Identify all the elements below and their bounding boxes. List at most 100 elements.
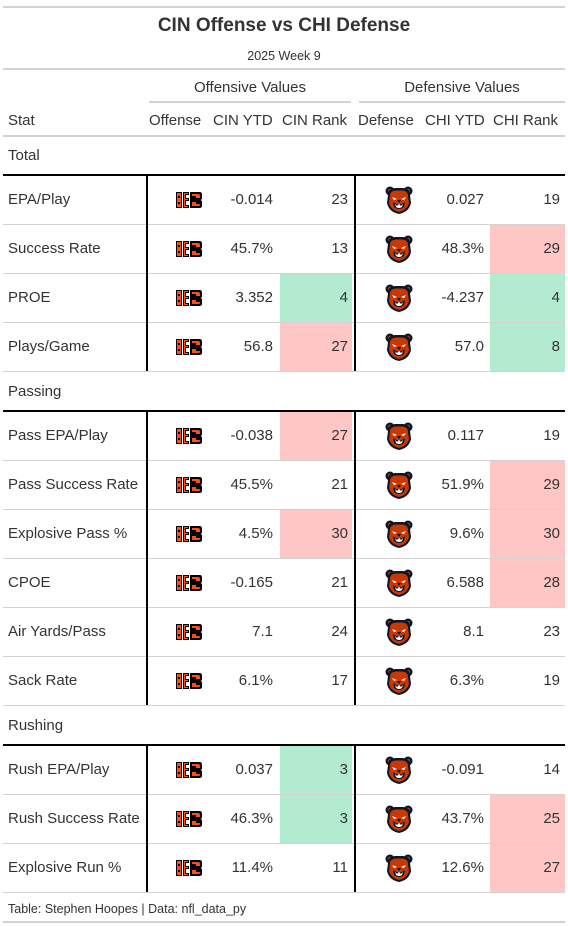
spanner-offensive-values: Offensive Values: [193, 79, 306, 96]
group-label-passing: Passing: [8, 383, 62, 400]
bears-logo-icon: [385, 422, 413, 450]
cin-ytd-value: -0.014: [230, 191, 273, 208]
offense-logo: [173, 844, 205, 892]
defense-logo: [383, 176, 415, 224]
group-rule: [3, 410, 565, 412]
defense-logo: [383, 461, 415, 509]
group-rule: [3, 744, 565, 746]
offense-logo: [173, 323, 205, 371]
bengals-logo-icon: [176, 526, 202, 542]
defense-logo: [383, 608, 415, 656]
cin-rank-value: 4: [280, 274, 352, 322]
chi-rank-value: 27: [490, 844, 565, 892]
row-divider: [3, 460, 565, 461]
defense-logo: [383, 795, 415, 843]
offense-logo: [173, 274, 205, 322]
group-label-total: Total: [8, 147, 40, 164]
colhead-rule: [3, 135, 565, 137]
offense-divider: [146, 412, 148, 705]
bengals-logo-icon: [176, 192, 202, 208]
spanner-defense-line: [359, 101, 565, 103]
defense-divider: [354, 746, 356, 892]
bengals-logo-icon: [176, 477, 202, 493]
row-divider: [3, 224, 565, 225]
stat-name: Rush EPA/Play: [8, 761, 110, 778]
table-title: CIN Offense vs CHI Defense: [157, 15, 411, 36]
bears-logo-icon: [385, 854, 413, 882]
row-divider: [3, 509, 565, 510]
table-row: Success Rate 45.7% 13 48.3% 29: [3, 225, 565, 274]
cin-rank-value: 3: [280, 746, 352, 794]
chi-ytd-value: 0.027: [446, 191, 484, 208]
row-divider: [3, 558, 565, 559]
chi-rank-value: 19: [543, 191, 560, 208]
cin-rank-value: 13: [331, 240, 348, 257]
chi-rank-value: 4: [490, 274, 565, 322]
defense-logo: [383, 559, 415, 607]
defense-logo: [383, 323, 415, 371]
offense-logo: [173, 176, 205, 224]
chi-rank-value: 25: [490, 795, 565, 843]
colhead-offense: Offense: [149, 112, 202, 129]
cin-rank-value: 27: [280, 323, 352, 371]
offense-logo: [173, 559, 205, 607]
table-row: Air Yards/Pass 7.1 24 8.1 23: [3, 608, 565, 657]
defense-divider: [354, 176, 356, 371]
defense-logo: [383, 746, 415, 794]
chi-rank-value: 29: [490, 225, 565, 273]
colhead-cin-ytd: CIN YTD: [213, 112, 273, 129]
row-divider: [3, 322, 565, 323]
stat-name: EPA/Play: [8, 191, 71, 208]
defense-logo: [383, 225, 415, 273]
table-row: Explosive Pass % 4.5% 30 9.6% 30: [3, 510, 565, 559]
bears-logo-icon: [385, 333, 413, 361]
row-divider: [3, 705, 565, 706]
stat-name: Explosive Run %: [8, 859, 122, 876]
chi-rank-value: 19: [543, 672, 560, 689]
chi-rank-value: 14: [543, 761, 560, 778]
table-row: Pass EPA/Play -0.038 27 0.117 19: [3, 412, 565, 461]
chi-ytd-value: 8.1: [463, 623, 484, 640]
stat-name: Pass EPA/Play: [8, 427, 108, 444]
chi-ytd-value: 6.3%: [449, 672, 484, 689]
defense-logo: [383, 510, 415, 558]
cin-rank-value: 21: [331, 476, 348, 493]
bears-logo-icon: [385, 235, 413, 263]
cin-ytd-value: 11.4%: [231, 859, 273, 876]
defense-logo: [383, 412, 415, 460]
stat-name: Rush Success Rate: [8, 810, 140, 827]
offense-divider: [146, 746, 148, 892]
row-divider: [3, 656, 565, 657]
offense-logo: [173, 608, 205, 656]
offense-logo: [173, 510, 205, 558]
chi-ytd-value: 12.6%: [441, 859, 484, 876]
table-row: EPA/Play -0.014 23 0.027 19: [3, 176, 565, 225]
bears-logo-icon: [385, 520, 413, 548]
bengals-logo-icon: [176, 673, 202, 689]
chi-ytd-value: 51.9%: [441, 476, 484, 493]
table-row: Explosive Run % 11.4% 11 12.6% 27: [3, 844, 565, 893]
chi-ytd-value: 48.3%: [441, 240, 484, 257]
table-row: Rush EPA/Play 0.037 3 -0.091 14: [3, 746, 565, 795]
cin-rank-value: 21: [331, 574, 348, 591]
chi-ytd-value: 6.588: [446, 574, 484, 591]
table-row: Pass Success Rate 45.5% 21 51.9% 29: [3, 461, 565, 510]
bengals-logo-icon: [176, 860, 202, 876]
cin-rank-value: 27: [280, 412, 352, 460]
bears-logo-icon: [385, 186, 413, 214]
chi-rank-value: 19: [543, 427, 560, 444]
table-row: Rush Success Rate 46.3% 3 43.7% 25: [3, 795, 565, 844]
bears-logo-icon: [385, 805, 413, 833]
bears-logo-icon: [385, 618, 413, 646]
cin-ytd-value: 4.5%: [238, 525, 273, 542]
stat-name: CPOE: [8, 574, 51, 591]
cin-ytd-value: 45.7%: [230, 240, 273, 257]
offense-logo: [173, 657, 205, 705]
defense-divider: [354, 412, 356, 705]
bears-logo-icon: [385, 756, 413, 784]
chi-ytd-value: -4.237: [441, 289, 484, 306]
offense-divider: [146, 176, 148, 371]
chi-rank-value: 23: [543, 623, 560, 640]
chi-ytd-value: -0.091: [441, 761, 484, 778]
stat-name: Air Yards/Pass: [8, 623, 106, 640]
